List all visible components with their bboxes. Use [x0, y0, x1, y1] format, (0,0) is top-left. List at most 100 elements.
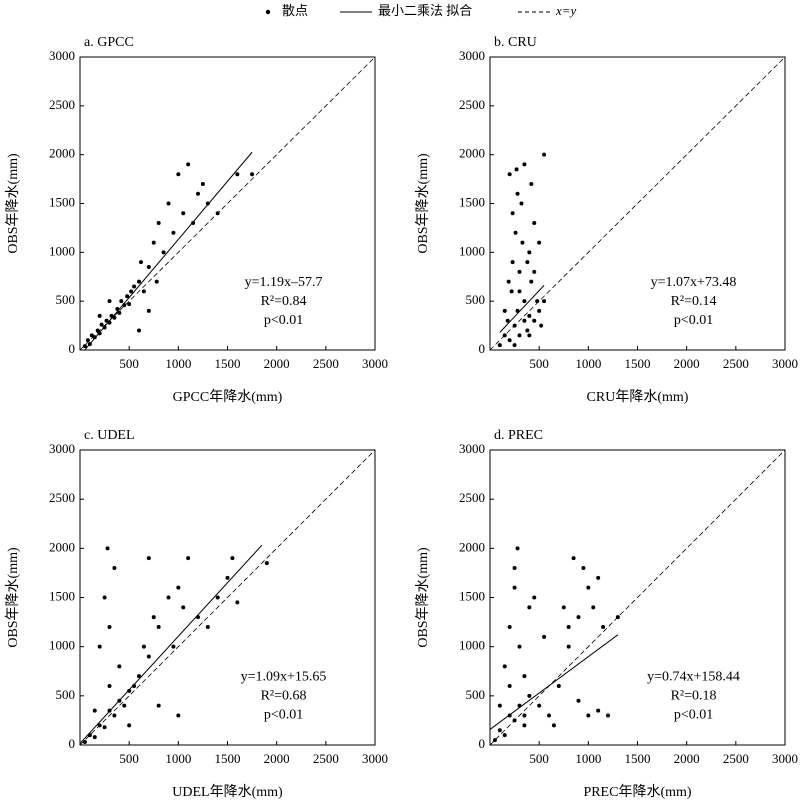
- point: [522, 299, 527, 304]
- point: [532, 221, 537, 226]
- point: [527, 693, 532, 698]
- x-axis-label: UDEL年降水(mm): [172, 784, 283, 800]
- point: [97, 644, 102, 649]
- point: [191, 221, 196, 226]
- point: [156, 625, 161, 629]
- point: [517, 644, 522, 649]
- point: [137, 279, 141, 284]
- point: [542, 634, 547, 639]
- y-tick-label: 0: [69, 736, 76, 751]
- y-tick-label: 1000: [49, 638, 75, 653]
- point: [176, 172, 181, 177]
- point: [507, 625, 512, 629]
- y-tick-label: 3000: [459, 48, 485, 63]
- point: [510, 260, 515, 265]
- point: [596, 708, 601, 713]
- x-tick-label: 3000: [772, 751, 798, 766]
- point: [535, 299, 540, 304]
- x-tick-label: 2000: [264, 356, 290, 371]
- point: [532, 595, 537, 600]
- point: [532, 318, 537, 323]
- point: [502, 664, 507, 669]
- point: [215, 595, 220, 600]
- identity-line: [489, 56, 786, 351]
- point: [92, 708, 97, 713]
- x-tick-label: 3000: [362, 356, 388, 371]
- x-tick-label: 1000: [165, 751, 191, 766]
- point: [537, 703, 542, 708]
- point: [596, 575, 601, 580]
- point: [492, 738, 497, 743]
- point: [615, 615, 620, 620]
- legend-label: 散点: [282, 3, 308, 18]
- y-tick-label: 2000: [49, 539, 75, 554]
- annotation: R²=0.18: [671, 688, 717, 703]
- point: [129, 289, 134, 294]
- y-tick-label: 3000: [49, 48, 75, 63]
- point: [186, 556, 191, 561]
- point: [264, 561, 269, 566]
- x-tick-label: 1500: [215, 751, 241, 766]
- point: [196, 191, 200, 196]
- y-tick-label: 1000: [49, 243, 75, 258]
- panel-title: a. GPCC: [84, 35, 134, 50]
- point: [512, 323, 517, 328]
- point: [146, 654, 151, 659]
- point: [235, 600, 240, 605]
- y-tick-label: 0: [479, 341, 486, 356]
- point: [141, 644, 146, 649]
- annotation: y=0.74x+158.44: [647, 669, 740, 684]
- point: [99, 322, 104, 327]
- point: [97, 313, 102, 318]
- point: [581, 566, 586, 570]
- point: [146, 556, 151, 561]
- y-tick-label: 500: [56, 292, 76, 307]
- x-tick-label: 1500: [215, 356, 241, 371]
- point: [537, 308, 542, 313]
- fit-line: [489, 634, 619, 730]
- point: [95, 328, 100, 333]
- point: [517, 333, 522, 338]
- x-tick-label: 1500: [625, 751, 651, 766]
- y-tick-label: 500: [466, 292, 486, 307]
- point: [112, 713, 117, 718]
- point: [104, 318, 109, 323]
- point: [502, 308, 507, 313]
- point: [515, 191, 520, 196]
- y-tick-label: 1500: [49, 194, 75, 209]
- point: [117, 310, 122, 315]
- point: [122, 703, 127, 708]
- point: [250, 172, 255, 177]
- point: [137, 328, 141, 333]
- point: [146, 308, 151, 313]
- fit-line: [499, 285, 545, 333]
- x-axis-label: CRU年降水(mm): [587, 389, 689, 405]
- annotation: y=1.19x–57.7: [245, 275, 323, 290]
- point: [520, 240, 525, 245]
- y-tick-label: 2500: [49, 490, 75, 505]
- x-tick-label: 3000: [772, 356, 798, 371]
- annotation: R²=0.84: [261, 294, 307, 309]
- legend: 散点 最小二乘法 拟合 x=y: [265, 3, 577, 18]
- fit-line: [79, 544, 263, 744]
- panel-title: c. UDEL: [84, 428, 135, 443]
- point: [539, 323, 544, 328]
- point: [107, 625, 112, 629]
- point: [102, 595, 107, 600]
- y-axis-label: OBS年降水(mm): [5, 153, 21, 254]
- annotation: p<0.01: [264, 707, 303, 722]
- point: [105, 546, 110, 551]
- point: [138, 260, 143, 265]
- point: [181, 605, 186, 610]
- point: [512, 566, 517, 570]
- point: [507, 172, 512, 177]
- point: [166, 595, 171, 600]
- y-tick-label: 0: [69, 341, 76, 356]
- y-tick-label: 500: [466, 687, 486, 702]
- y-tick-label: 3000: [459, 441, 485, 456]
- point: [527, 605, 532, 610]
- point: [571, 556, 576, 561]
- point: [512, 718, 517, 723]
- point: [497, 343, 502, 348]
- point: [512, 585, 517, 590]
